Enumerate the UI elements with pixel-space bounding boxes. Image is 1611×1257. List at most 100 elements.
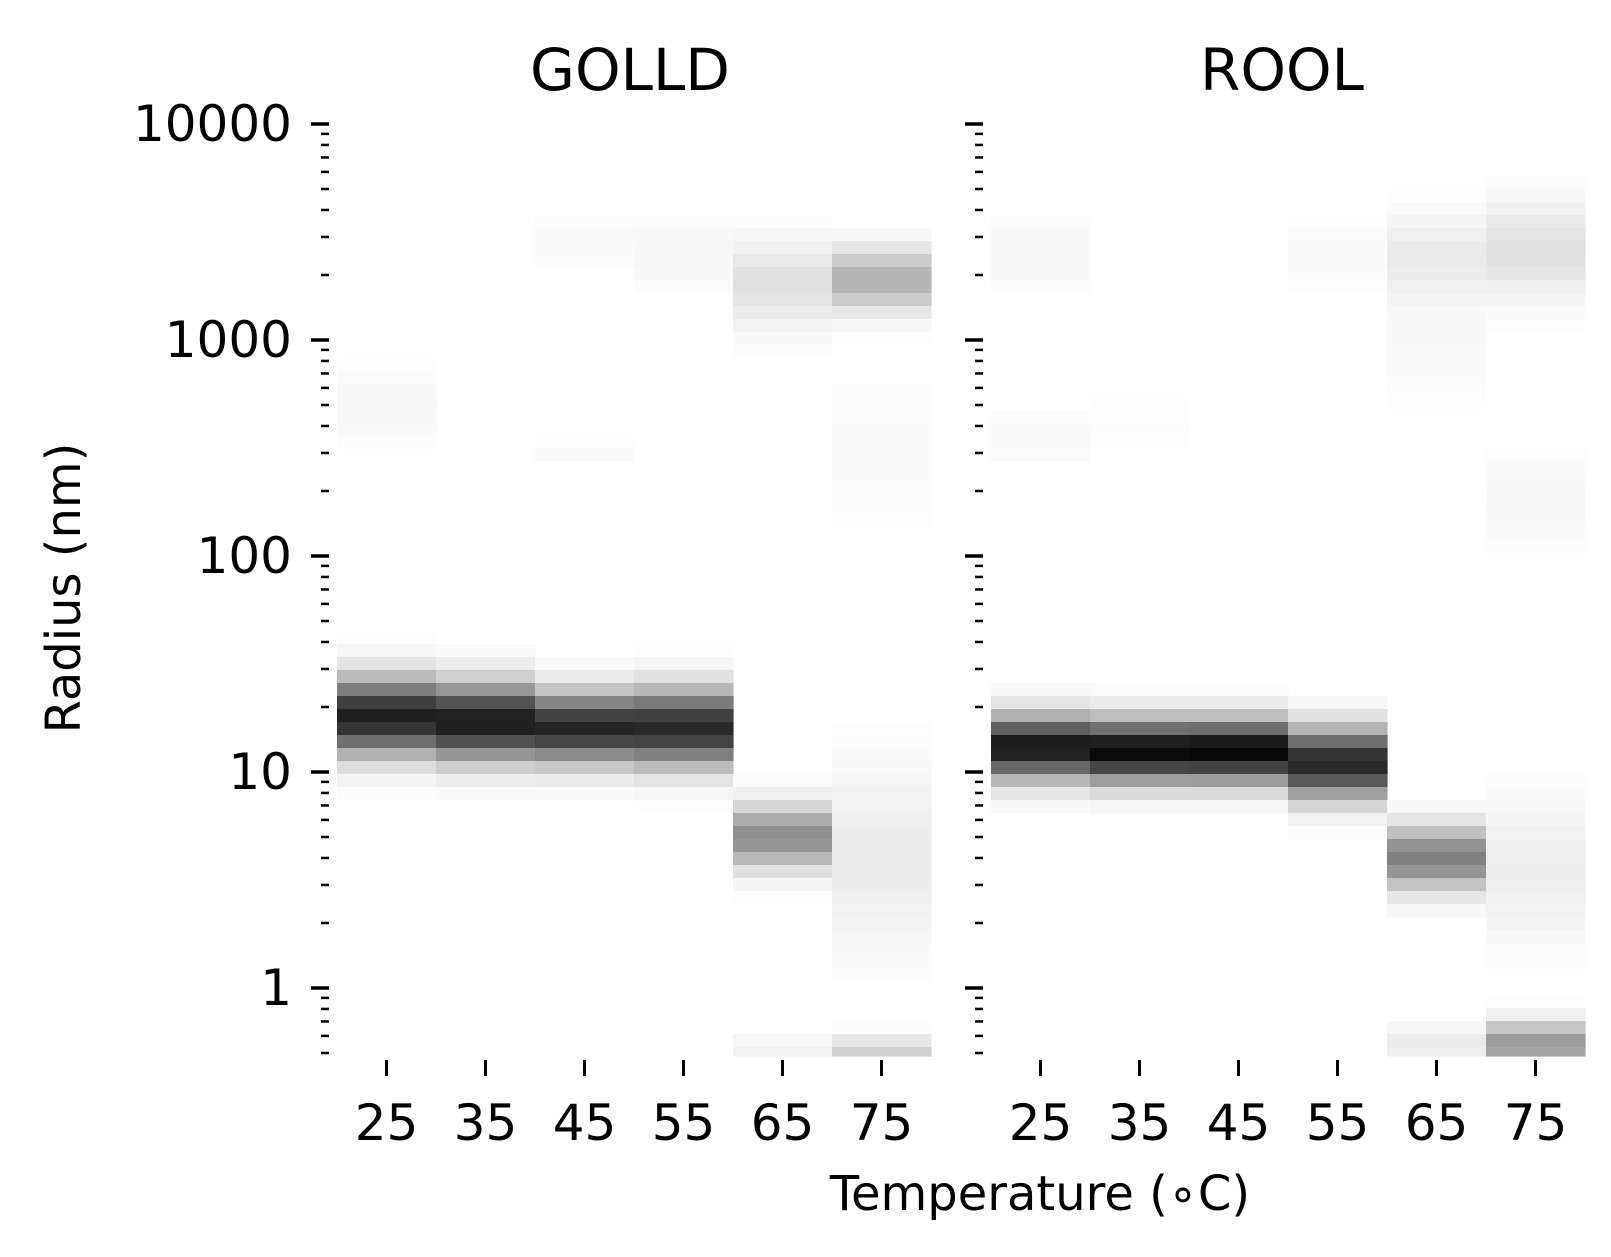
heatmap-cell: [1090, 696, 1190, 710]
heatmap-cell: [1090, 761, 1190, 775]
heatmap-cell: [634, 761, 734, 775]
heatmap-cell: [1486, 813, 1586, 827]
heatmap-cell: [1486, 917, 1586, 931]
heatmap-cell: [991, 241, 1091, 255]
heatmap-cell: [832, 488, 932, 502]
heatmap-cell: [832, 800, 932, 814]
heatmap-cell: [733, 891, 833, 905]
heatmap-cell: [1288, 254, 1388, 268]
heatmap-cell: [1486, 930, 1586, 944]
heatmap-cell: [733, 852, 833, 866]
heatmap-cell: [832, 735, 932, 749]
heatmap-cell: [634, 657, 734, 671]
y-tick-label: 100: [197, 527, 292, 585]
heatmap-cell: [991, 410, 1091, 424]
heatmap-cell: [634, 787, 734, 801]
heatmap-cell: [1288, 748, 1388, 762]
heatmap-cell: [733, 241, 833, 255]
heatmap-cell: [991, 748, 1091, 762]
heatmap-cell: [832, 748, 932, 762]
heatmap-cell: [832, 449, 932, 463]
heatmap-cell: [1387, 306, 1487, 320]
x-tick-label: 75: [1504, 1094, 1568, 1152]
heatmap-cell: [1189, 735, 1289, 749]
heatmap-cell: [1288, 215, 1388, 229]
heatmap-cell: [535, 241, 635, 255]
heatmap-cell: [1486, 189, 1586, 203]
heatmap-cell: [1486, 488, 1586, 502]
heatmap-cell: [832, 501, 932, 515]
heatmap-cell: [991, 787, 1091, 801]
heatmap-cell: [1486, 865, 1586, 879]
heatmap-cell: [1486, 826, 1586, 840]
panel-golld: GOLLD 25 35 45 55 65 75: [311, 36, 932, 1152]
heatmap-cell: [733, 319, 833, 333]
heatmap-cell: [733, 839, 833, 853]
heatmap-cell: [337, 371, 437, 385]
y-tick-label: 10: [228, 743, 292, 801]
heatmap-cell: [1387, 878, 1487, 892]
heatmap-cell: [733, 787, 833, 801]
panel-rool: ROOL 25 35 45 55 65 75: [965, 36, 1586, 1152]
heatmap-cell: [832, 228, 932, 242]
x-tick-label: 25: [355, 1094, 419, 1152]
heatmap-cell: [991, 267, 1091, 281]
heatmap-cell: [535, 670, 635, 684]
heatmap-cell: [832, 319, 932, 333]
heatmap-cell: [1486, 1047, 1586, 1057]
heatmap-cell: [535, 254, 635, 268]
heatmap-cell: [337, 735, 437, 749]
x-tick-label: 55: [652, 1094, 716, 1152]
heatmap-cell: [436, 787, 536, 801]
heatmap-cell: [535, 683, 635, 697]
heatmap-cell: [535, 436, 635, 450]
heatmap-cell: [1486, 514, 1586, 528]
heatmap-cell: [1387, 189, 1487, 203]
heatmap-cell: [832, 514, 932, 528]
heatmap-cell: [1486, 215, 1586, 229]
heatmap-cell: [337, 787, 437, 801]
heatmap-cell: [1486, 228, 1586, 242]
heatmap-cell: [832, 839, 932, 853]
heatmap-cell: [832, 397, 932, 411]
heatmap-cell: [1387, 358, 1487, 372]
heatmap-cell: [436, 709, 536, 723]
heatmap-cell: [436, 644, 536, 658]
heatmap-cell: [1486, 501, 1586, 515]
heatmap-cell: [634, 215, 734, 229]
heatmap-cell: [832, 852, 932, 866]
heatmap-cell: [1387, 241, 1487, 255]
heatmap-cell: [535, 449, 635, 463]
heatmap-cell: [1387, 254, 1487, 268]
heatmap-cell: [1387, 293, 1487, 307]
heatmap-cell: [832, 1034, 932, 1048]
heatmap-cell: [832, 813, 932, 827]
heatmap-cell: [733, 774, 833, 788]
heatmap-cell: [991, 280, 1091, 294]
heatmap-cell: [337, 683, 437, 697]
x-tick-label: 75: [850, 1094, 914, 1152]
heatmap-cell: [991, 215, 1091, 229]
heatmap-cell: [1090, 787, 1190, 801]
heatmap-cell: [337, 748, 437, 762]
heatmap-cell: [436, 657, 536, 671]
heatmap-cell: [1387, 826, 1487, 840]
x-tick-label: 45: [553, 1094, 617, 1152]
heatmap-cell: [832, 826, 932, 840]
heatmap-cell: [1486, 254, 1586, 268]
heatmap-cell: [634, 267, 734, 281]
heatmap-cell: [991, 774, 1091, 788]
heatmap-cell: [1387, 865, 1487, 879]
heatmap-cell: [535, 722, 635, 736]
y-tick-label: 1000: [165, 311, 292, 369]
heatmap-cell: [436, 774, 536, 788]
x-tick-label: 55: [1306, 1094, 1370, 1152]
heatmap-cell: [634, 696, 734, 710]
heatmap-cell: [1486, 241, 1586, 255]
heatmap-cell: [991, 254, 1091, 268]
x-tick-label: 65: [1405, 1094, 1469, 1152]
heatmap-cell: [1486, 527, 1586, 541]
heatmap-cell: [1288, 709, 1388, 723]
heatmap-cell: [991, 800, 1091, 814]
heatmap-cell: [1486, 878, 1586, 892]
